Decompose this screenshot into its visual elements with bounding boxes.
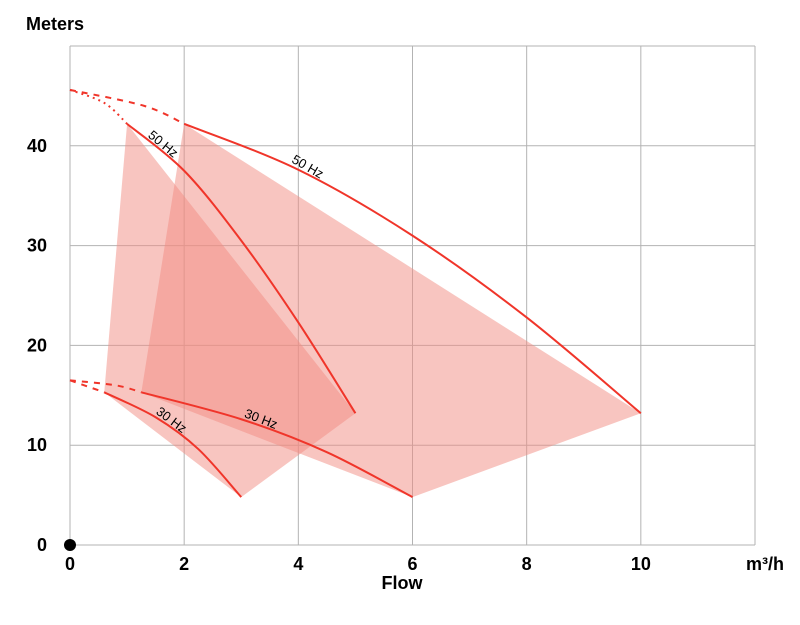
performance-curves — [69, 88, 642, 498]
performance-curve — [141, 391, 413, 498]
x-tick-label: 2 — [179, 554, 189, 574]
curve-label: 50 Hz — [289, 152, 326, 182]
curve-extrapolation — [69, 88, 128, 125]
performance-curve — [126, 123, 357, 414]
y-tick-label: 10 — [27, 435, 47, 455]
y-axis-title: Meters — [26, 14, 84, 34]
axis-ticks: 0 2 4 6 8 10 0 10 20 30 40 — [27, 136, 651, 574]
origin-marker — [64, 539, 76, 551]
performance-curve — [183, 122, 642, 415]
y-tick-label: 30 — [27, 236, 47, 256]
y-tick-label: 20 — [27, 335, 47, 355]
operating-areas — [104, 123, 641, 498]
y-tick-label: 40 — [27, 136, 47, 156]
y-tick-label: 0 — [37, 535, 47, 555]
x-tick-label: 10 — [631, 554, 651, 574]
operating-area — [141, 123, 641, 498]
x-tick-label: 8 — [522, 554, 532, 574]
curve-extrapolation — [69, 88, 185, 125]
x-tick-label: 4 — [293, 554, 303, 574]
x-axis-unit: m³/h — [746, 554, 784, 574]
x-axis-title: Flow — [382, 573, 424, 593]
x-tick-label: 0 — [65, 554, 75, 574]
x-tick-label: 6 — [407, 554, 417, 574]
performance-curve — [103, 391, 242, 498]
